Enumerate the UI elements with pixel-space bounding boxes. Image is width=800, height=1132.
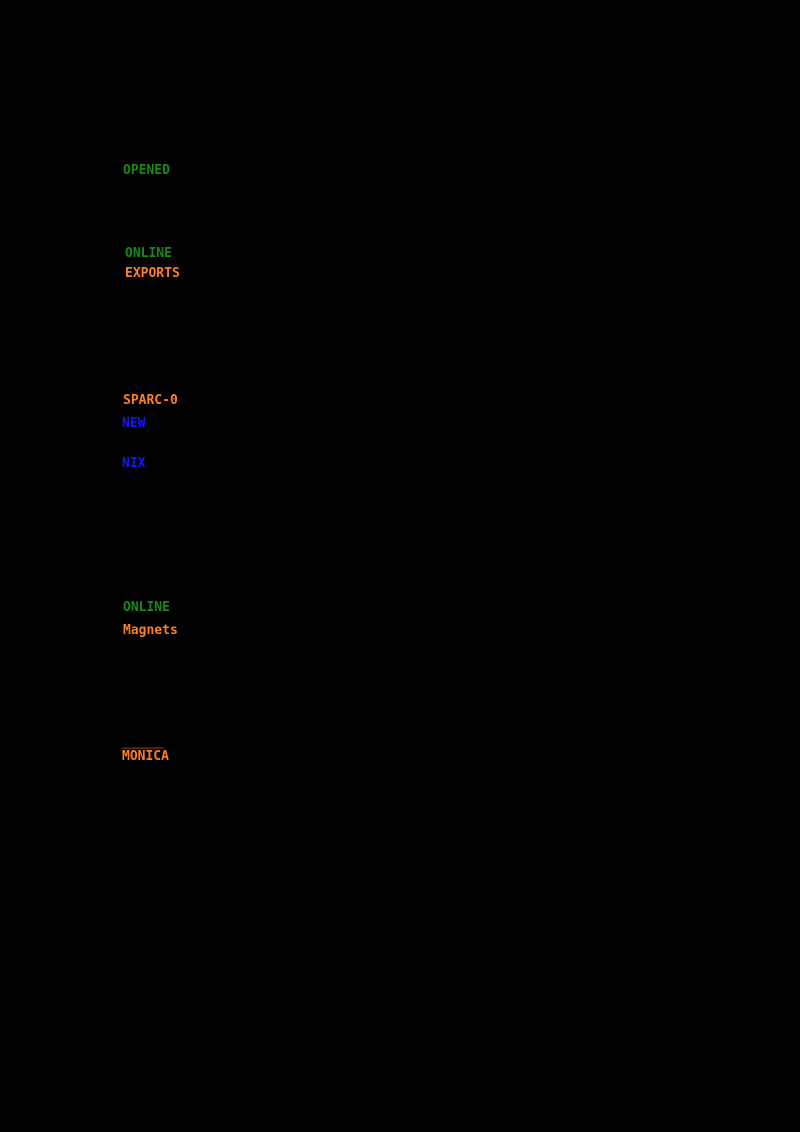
text-fragment-green-3: ONLINE [123,600,170,615]
text-fragment-blue-2: NIX [122,456,146,471]
text-fragment-orange-2: SPARC-0 [123,393,178,408]
text-fragment-green-1: OPENED [123,163,170,178]
text-fragment-orange-dim: _______ [122,738,165,749]
text-fragment-orange-3: Magnets [123,623,178,638]
text-fragment-orange-4: MONICA [122,749,169,764]
text-fragment-green-2: ONLINE [125,246,172,261]
text-fragment-blue-1: NEW [122,416,146,431]
text-fragment-orange-1: EXPORTS [125,266,180,281]
